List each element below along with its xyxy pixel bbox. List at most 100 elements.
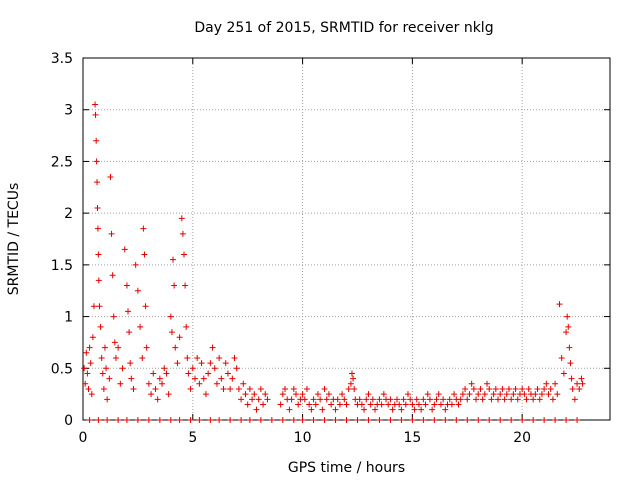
data-point: [246, 385, 253, 392]
data-point: [468, 380, 475, 387]
data-point: [191, 375, 198, 382]
data-point: [279, 391, 286, 398]
data-point: [435, 391, 442, 398]
data-point: [310, 396, 317, 403]
data-point: [244, 401, 251, 408]
data-point: [453, 417, 460, 423]
data-point: [255, 396, 262, 403]
data-point: [93, 158, 100, 165]
data-point: [139, 354, 146, 361]
data-point: [547, 385, 554, 392]
data-point: [336, 401, 343, 408]
data-point: [497, 391, 504, 398]
data-point: [200, 375, 207, 382]
data-point: [536, 396, 543, 403]
data-point: [178, 215, 185, 222]
data-point: [134, 287, 141, 294]
data-point: [92, 101, 99, 108]
data-point: [492, 385, 499, 392]
data-point: [543, 380, 550, 387]
data-point: [495, 396, 502, 403]
data-point: [279, 417, 286, 423]
data-point: [156, 375, 163, 382]
data-point: [103, 365, 110, 372]
data-point: [235, 385, 242, 392]
y-tick-label: 2.5: [51, 154, 73, 170]
data-point: [470, 385, 477, 392]
data-point: [479, 396, 486, 403]
data-point: [163, 370, 170, 377]
data-point: [167, 417, 174, 423]
data-point: [167, 313, 174, 320]
data-point: [83, 349, 90, 356]
data-point: [442, 417, 449, 423]
data-point: [229, 375, 236, 382]
data-point: [90, 303, 97, 310]
data-point: [549, 396, 556, 403]
data-point: [420, 396, 427, 403]
data-point: [185, 370, 192, 377]
data-point: [530, 396, 537, 403]
data-point: [94, 225, 101, 232]
data-point: [484, 380, 491, 387]
data-point: [264, 396, 271, 403]
y-tick-label: 3: [64, 103, 73, 119]
data-point: [321, 417, 328, 423]
data-point: [314, 391, 321, 398]
data-point: [554, 391, 561, 398]
data-point: [325, 391, 332, 398]
data-point: [134, 417, 141, 423]
data-point: [451, 391, 458, 398]
data-point: [530, 417, 537, 423]
data-point: [579, 380, 586, 387]
data-point: [84, 370, 91, 377]
data-point: [168, 329, 175, 336]
data-point: [574, 417, 581, 423]
data-point: [238, 396, 245, 403]
data-point: [332, 406, 339, 413]
data-point: [209, 344, 216, 351]
data-point: [262, 391, 269, 398]
data-point: [332, 417, 339, 423]
data-point: [303, 385, 310, 392]
data-point: [563, 329, 570, 336]
data-point: [367, 401, 374, 408]
data-point: [389, 406, 396, 413]
data-point: [137, 323, 144, 330]
data-point: [189, 365, 196, 372]
data-point: [398, 406, 405, 413]
data-point: [174, 360, 181, 367]
data-point: [415, 401, 422, 408]
data-point: [400, 396, 407, 403]
plot-frame: [82, 57, 611, 421]
data-point: [510, 391, 517, 398]
data-point: [182, 282, 189, 289]
data-point: [110, 313, 117, 320]
data-point: [448, 401, 455, 408]
data-point: [558, 354, 565, 361]
data-point: [462, 385, 469, 392]
data-point: [466, 391, 473, 398]
data-point: [328, 401, 335, 408]
data-point: [538, 391, 545, 398]
data-point: [141, 251, 148, 258]
data-point: [455, 401, 462, 408]
data-point: [317, 396, 324, 403]
data-point: [459, 391, 466, 398]
data-point: [503, 391, 510, 398]
y-tick-label: 0.5: [51, 361, 73, 377]
data-point: [365, 417, 372, 423]
data-point: [343, 417, 350, 423]
data-point: [418, 406, 425, 413]
data-point: [378, 401, 385, 408]
data-point: [339, 391, 346, 398]
data-point: [351, 385, 358, 392]
data-point: [347, 380, 354, 387]
data-point: [86, 417, 93, 423]
data-point: [556, 301, 563, 308]
data-point: [123, 282, 130, 289]
data-point: [552, 380, 559, 387]
data-point: [216, 417, 223, 423]
data-point: [565, 323, 572, 330]
data-point: [231, 354, 238, 361]
